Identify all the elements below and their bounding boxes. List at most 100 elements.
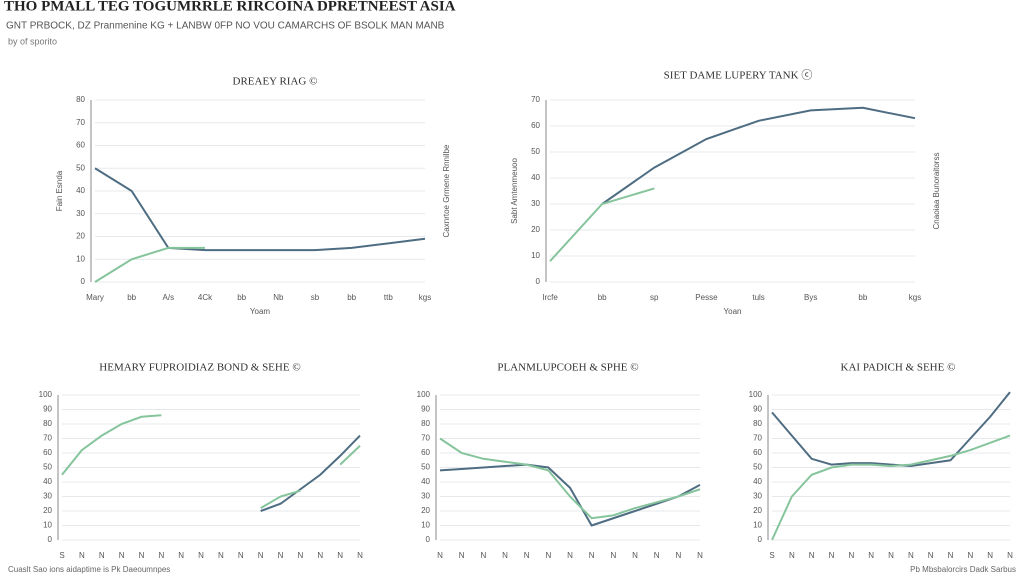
y-tick-label: 50 [531,147,540,156]
y-tick-label: 80 [753,419,762,428]
y-tick-label: 30 [76,209,85,218]
x-tick-label: N [868,551,874,560]
x-axis-label: Yoam [250,307,271,316]
x-tick-label: Bys [804,293,817,302]
x-tick-label: N [1007,551,1013,560]
page-subtitle: GNT PRBOCK, DZ Pranmenine KG + LANBW 0FP… [6,21,445,32]
y-tick-label: 50 [76,163,85,172]
x-tick-label: N [139,551,145,560]
x-axis-label: Yoan [724,307,742,316]
x-tick-label: N [357,551,363,560]
y-tick-label: 70 [43,434,52,443]
y-tick-label: 30 [43,492,52,501]
x-tick-label: N [567,551,573,560]
y-tick-label: 10 [753,521,762,530]
x-tick-label: Mary [86,293,104,302]
x-tick-label: N [848,551,854,560]
y-tick-label: 40 [531,173,540,182]
x-tick-label: sb [311,293,320,302]
x-tick-label: N [158,551,164,560]
x-tick-label: bb [858,293,867,302]
x-tick-label: N [459,551,465,560]
y-tick-label: 50 [43,463,52,472]
y-tick-label: 20 [43,506,52,515]
chart-title: PLANMLUPCOEH & SPHE © [497,362,638,374]
x-tick-label: Ircfe [542,293,558,302]
y-tick-label: 100 [417,390,431,399]
series-line [260,434,361,512]
series-line [549,187,655,262]
chart-title: DREAEY RIAG © [233,76,318,88]
x-tick-label: N [99,551,105,560]
y-tick-label: 60 [76,141,85,150]
y-tick-label: 0 [81,277,86,286]
x-tick-label: N [967,551,973,560]
x-tick-label: N [829,551,835,560]
x-tick-label: bb [237,293,246,302]
y-tick-label: 70 [753,434,762,443]
chart-title: SIET DAME LUPERY TANK ⓒ [664,69,813,82]
y-tick-label: 20 [753,506,762,515]
x-tick-label: N [908,551,914,560]
y-tick-label: 40 [76,186,85,195]
series-line [94,167,426,252]
y-tick-label: 40 [421,477,430,486]
x-tick-label: Nb [273,293,284,302]
x-tick-label: N [545,551,551,560]
y-tick-label: 10 [531,251,540,260]
y2-axis-label: Cnaoiaa Bunoraitorss [932,153,941,230]
y-tick-label: 10 [421,521,430,530]
series-line [771,391,1011,468]
x-tick-label: N [809,551,815,560]
y-tick-label: 20 [531,225,540,234]
x-tick-label: N [238,551,244,560]
chart-title: HEMARY FUPROIDIAZ BOND & SEHE © [99,362,300,374]
x-tick-label: N [697,551,703,560]
x-tick-label: A/s [163,293,175,302]
x-tick-label: N [480,551,486,560]
y-tick-label: 30 [753,492,762,501]
y-tick-label: 30 [421,492,430,501]
series-line [439,437,701,520]
x-tick-label: N [928,551,934,560]
y-tick-label: 100 [749,390,763,399]
series-line [601,106,916,205]
page-note: by of sporito [8,36,57,46]
x-tick-label: N [654,551,660,560]
y-tick-label: 20 [421,506,430,515]
x-tick-label: N [337,551,343,560]
x-tick-label: S [59,551,64,560]
x-tick-label: ttb [384,293,393,302]
x-tick-label: N [119,551,125,560]
y-tick-label: 30 [531,199,540,208]
y-tick-label: 50 [753,463,762,472]
y-tick-label: 60 [421,448,430,457]
y-tick-label: 0 [48,535,53,544]
x-tick-label: N [789,551,795,560]
x-tick-label: N [524,551,530,560]
y-tick-label: 70 [421,434,430,443]
y-tick-label: 70 [76,118,85,127]
y-axis-label: Fain Esnda [55,170,64,211]
x-tick-label: N [502,551,508,560]
y-tick-label: 80 [43,419,52,428]
y-tick-label: 90 [753,405,762,414]
x-tick-label: kgs [419,293,431,302]
y-tick-label: 100 [39,390,53,399]
x-tick-label: 4Ck [198,293,213,302]
x-tick-label: N [278,551,284,560]
x-tick-label: N [987,551,993,560]
x-tick-label: S [769,551,774,560]
x-tick-label: N [675,551,681,560]
y-tick-label: 70 [531,95,540,104]
x-tick-label: N [317,551,323,560]
series-line [771,434,1011,541]
y-tick-label: 0 [758,535,763,544]
x-tick-label: N [79,551,85,560]
x-tick-label: N [437,551,443,560]
x-tick-label: N [298,551,304,560]
y-tick-label: 90 [421,405,430,414]
x-tick-label: kgs [909,293,921,302]
x-tick-label: N [589,551,595,560]
